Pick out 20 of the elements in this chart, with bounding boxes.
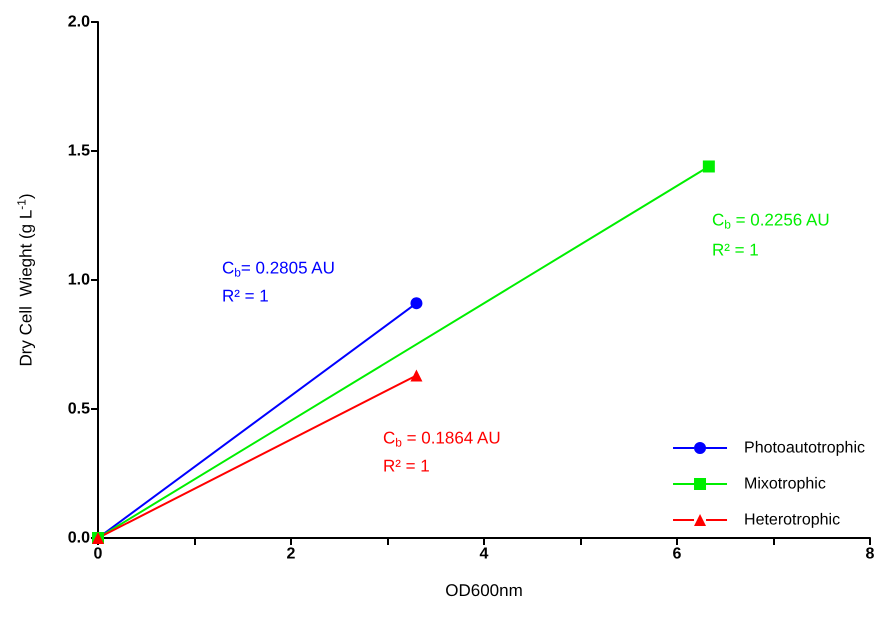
y-tick-label: 1.0 [68,272,90,288]
x-tick-label: 6 [672,546,682,562]
annotation: R² = 1 [712,240,759,260]
x-tick-label: 4 [480,546,489,562]
y-tick-label: 0.5 [68,400,90,418]
legend-label: Mixotrophic [744,476,826,492]
legend-label: Heterotrophic [744,512,840,528]
x-tick-label: 8 [866,546,875,562]
y-tick-label: 0.0 [68,530,90,546]
x-tick-label: 0 [94,546,103,562]
y-axis-title: Dry Cell Wieght (g L-1) [14,193,36,367]
x-axis-title: OD600nm [445,581,523,600]
y-tick-label: 2.0 [68,14,90,30]
annotation: R² = 1 [222,286,269,306]
x-tick-label: 2 [286,546,296,562]
point [702,160,715,172]
legend-label: Photoautotrophic [744,440,866,456]
annotation: R² = 1 [383,456,430,476]
y-tick-label: 1.5 [68,142,90,160]
point [410,297,422,310]
